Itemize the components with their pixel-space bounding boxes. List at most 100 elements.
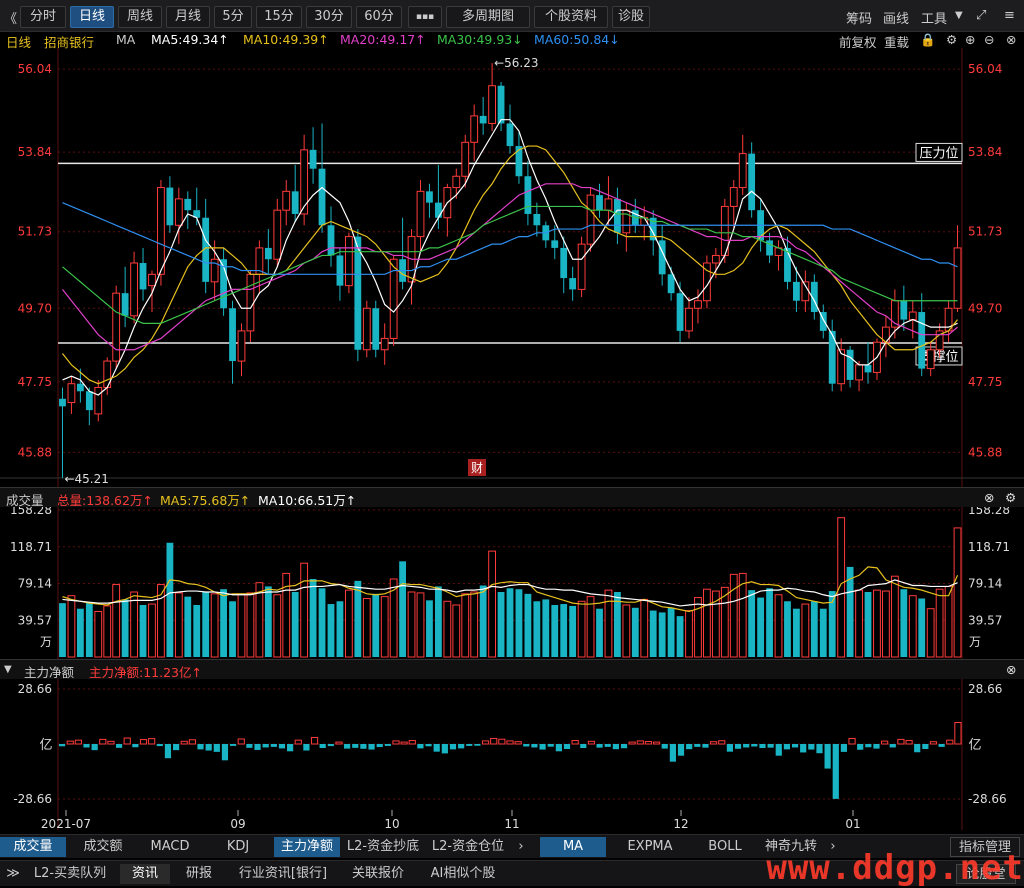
- chips-button[interactable]: 筹码: [846, 12, 873, 27]
- volume-title[interactable]: 成交量: [6, 493, 44, 508]
- tab-macd[interactable]: MACD: [150, 839, 190, 854]
- candle-body: [586, 194, 595, 245]
- collapse-icon[interactable]: ≫: [6, 866, 20, 881]
- flow-bar: [734, 744, 742, 749]
- candle-body: [67, 383, 76, 404]
- adjust-button[interactable]: 前复权: [839, 35, 877, 50]
- volume-bar: [237, 593, 246, 658]
- volume-bar: [506, 588, 514, 657]
- flow-bar: [506, 740, 514, 745]
- tab-monthly[interactable]: 月线: [166, 6, 210, 28]
- volume-bar: [130, 591, 138, 658]
- collapse-icon[interactable]: 《: [4, 12, 18, 27]
- tab-daily[interactable]: 日线: [70, 6, 114, 28]
- chevron-right-icon[interactable]: ›: [518, 839, 524, 854]
- volume-bar: [255, 582, 264, 658]
- tab-l2-queue[interactable]: L2-买卖队列: [33, 866, 107, 881]
- volume-bar: [604, 589, 613, 658]
- lock-icon[interactable]: 🔒: [920, 32, 936, 47]
- flow-bar: [547, 744, 554, 747]
- tab-weekly[interactable]: 周线: [118, 6, 162, 28]
- volume-bar: [676, 616, 684, 657]
- low-price-label: ←45.21: [64, 472, 108, 486]
- tab-news[interactable]: 资讯: [120, 864, 170, 884]
- candle-body: [703, 262, 711, 302]
- stock-info-button[interactable]: 个股资料: [534, 6, 608, 28]
- tab-turnover[interactable]: 成交额: [83, 839, 123, 854]
- flow-bar: [360, 744, 367, 749]
- candle-body: [533, 213, 541, 226]
- settings-icon[interactable]: ⚙: [946, 32, 958, 47]
- tab-industry-news[interactable]: 行业资讯[银行]: [238, 866, 328, 881]
- flow-bar: [417, 744, 424, 749]
- flow-bar: [400, 741, 408, 745]
- tab-magic-nine[interactable]: 神奇九转: [764, 839, 817, 854]
- diagnose-button[interactable]: 诊股: [612, 6, 650, 28]
- close-icon[interactable]: ⊗: [984, 490, 995, 505]
- flow-bar: [83, 744, 90, 748]
- tab-boll[interactable]: BOLL: [708, 839, 742, 854]
- flow-bar: [759, 744, 766, 749]
- price-tick-label-right: 45.88: [968, 445, 1002, 459]
- price-tick-label-left: 53.84: [18, 145, 52, 159]
- forum-button[interactable]: 论股堂: [956, 864, 1016, 884]
- tools-button[interactable]: 工具: [921, 12, 948, 27]
- tab-30min[interactable]: 30分: [306, 6, 352, 28]
- tab-fenshi[interactable]: 分时: [20, 6, 66, 28]
- tab-expma[interactable]: EXPMA: [627, 839, 673, 854]
- menu-icon[interactable]: ≡: [1004, 8, 1015, 23]
- tab-kdj[interactable]: KDJ: [226, 839, 250, 854]
- chevron-down-icon[interactable]: ▼: [955, 10, 963, 21]
- more-periods-button[interactable]: ▪▪▪: [408, 6, 442, 28]
- draw-button[interactable]: 画线: [883, 12, 910, 27]
- tab-60min[interactable]: 60分: [356, 6, 402, 28]
- price-tick-label-left: 56.04: [18, 62, 52, 76]
- reload-button[interactable]: 重载: [884, 35, 910, 50]
- tab-5min[interactable]: 5分: [214, 6, 252, 28]
- flow-bar: [808, 744, 815, 750]
- tab-volume[interactable]: 成交量: [0, 837, 66, 857]
- flow-bar: [848, 737, 856, 745]
- tab-15min[interactable]: 15分: [256, 6, 302, 28]
- candle-body: [729, 187, 738, 207]
- volume-bar: [846, 566, 854, 657]
- expand-icon[interactable]: ⤢: [976, 8, 987, 23]
- candle-body: [926, 349, 935, 370]
- candle-body: [309, 149, 317, 169]
- tab-related-quotes[interactable]: 关联报价: [351, 866, 404, 881]
- candle-body: [246, 273, 255, 332]
- chevron-down-icon[interactable]: ▼: [4, 664, 12, 675]
- volume-tick-label-right: 79.14: [968, 577, 1002, 591]
- tab-net-flow[interactable]: 主力净额: [274, 837, 340, 857]
- chevron-right-icon[interactable]: ›: [830, 839, 836, 854]
- tab-l2-bottom[interactable]: L2-资金抄底: [346, 839, 420, 854]
- flow-bar: [816, 744, 823, 754]
- x-tick-label: 10: [384, 817, 399, 831]
- settings-icon[interactable]: ⚙: [1005, 490, 1017, 505]
- indicator-manage-button[interactable]: 指标管理: [950, 837, 1020, 857]
- volume-bar: [327, 604, 335, 657]
- flow-bar: [661, 744, 668, 749]
- chart-area[interactable]: 56.04 56.04 53.84 53.84 51.73 51.73 49.70 49.70…: [0, 0, 1024, 834]
- flow-title[interactable]: 主力净额: [24, 665, 75, 680]
- flow-bar: [310, 736, 319, 745]
- close-icon[interactable]: ⊗: [1006, 662, 1017, 677]
- tab-l2-position[interactable]: L2-资金仓位: [431, 839, 505, 854]
- ma-label[interactable]: MA: [116, 32, 136, 47]
- indicator-tabs: 成交量 成交额 MACD KDJ 主力净额 L2-资金抄底 L2-资金仓位 › …: [0, 834, 1024, 858]
- candle-body: [452, 175, 461, 189]
- price-tick-label-right: 51.73: [968, 225, 1002, 239]
- close-icon[interactable]: ⊗: [1006, 32, 1017, 47]
- tab-ma[interactable]: MA: [540, 837, 606, 857]
- volume-bar: [631, 607, 639, 657]
- price-tick-label-left: 49.70: [18, 301, 52, 315]
- candle-body: [649, 217, 657, 241]
- tab-ai-similar[interactable]: AI相似个股: [430, 866, 496, 881]
- multi-period-dropdown[interactable]: 多周期图: [446, 6, 530, 28]
- zoom-out-icon[interactable]: ⊖: [984, 32, 995, 47]
- volume-bar: [273, 594, 282, 658]
- candle-body: [121, 293, 129, 316]
- tab-research[interactable]: 研报: [185, 866, 212, 881]
- zoom-in-icon[interactable]: ⊕: [965, 32, 976, 47]
- flow-bar: [384, 744, 391, 746]
